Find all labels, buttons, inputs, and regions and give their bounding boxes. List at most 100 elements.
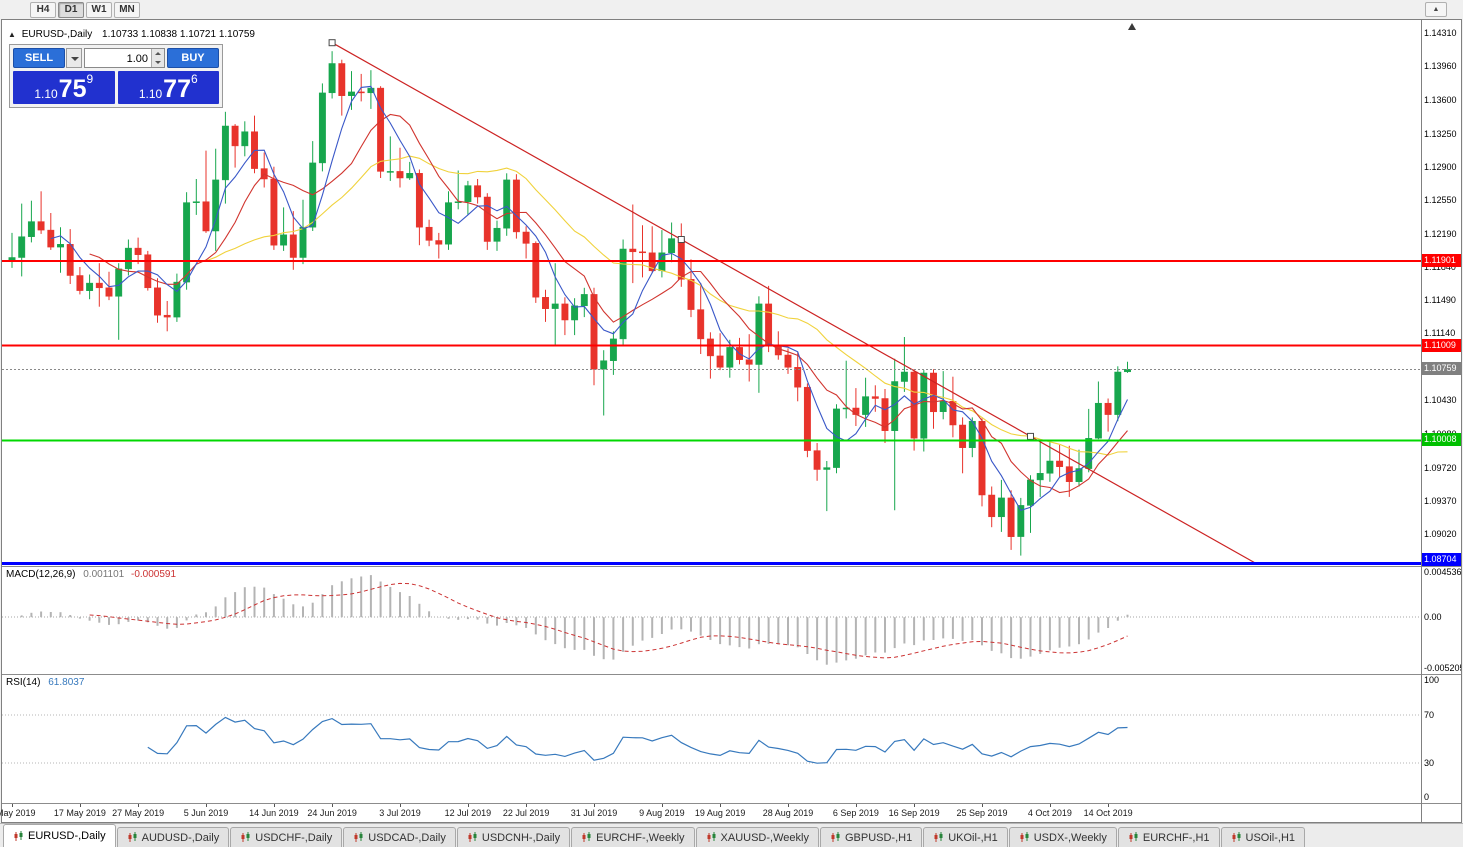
sell-price-prefix: 1.10 [34,87,58,101]
time-tick [79,804,81,807]
buy-price-display[interactable]: 1.10 77 6 [117,71,219,104]
tab-ukoil-h1[interactable]: UKOil-,H1 [923,827,1008,847]
time-tick [594,804,595,807]
tab-usdcnh-daily[interactable]: USDCNH-,Daily [456,827,571,847]
price-tag: 1.11901 [1422,254,1461,268]
price-scale-label: 1.13960 [1424,61,1457,72]
chart-ohlc-values: 1.10733 1.10838 1.10721 1.10759 [102,29,255,40]
time-axis-label: 4 Oct 2019 [1027,808,1072,818]
tab-label: EURCHF-,H1 [1142,831,1210,844]
tab-usdcad-daily[interactable]: USDCAD-,Daily [343,827,456,847]
volume-field [84,48,165,68]
main-chart-pane[interactable]: ▲ EURUSD-,Daily 1.10733 1.10838 1.10721 … [2,20,1421,567]
timeframe-mn-button[interactable]: MN [114,1,140,18]
chart-icon [128,832,137,842]
price-scale-label: 1.12550 [1424,194,1457,205]
tab-usoil-h1[interactable]: USOil-,H1 [1220,827,1306,847]
chart-icon [14,830,23,841]
tab-audusd-daily[interactable]: AUDUSD-,Daily [116,827,230,847]
time-tick [273,804,275,807]
toolbar-collapse-button[interactable]: ▲ [1425,2,1447,17]
sell-price-pips: 75 [58,75,87,103]
volume-dropdown-button[interactable] [66,48,82,68]
price-scale-label: 1.11490 [1424,295,1456,306]
tab-label: EURUSD-,Daily [28,830,106,842]
buy-price-point: 6 [190,72,198,86]
macd-scale-label: 0.004536 [1424,567,1461,577]
candlestick-chart [2,39,1421,566]
tab-label: USOil-,H1 [1245,831,1296,844]
time-axis-label: 3 Jul 2019 [379,808,421,818]
volume-decrease-button[interactable] [151,58,164,67]
tab-eurchf-h1[interactable]: EURCHF-,H1 [1117,827,1220,847]
price-scale-label: 1.10430 [1424,395,1457,406]
price-tag: 1.10759 [1422,362,1461,376]
macd-pane[interactable]: MACD(12,26,9) 0.001101 -0.000591 [2,567,1421,675]
tab-xauusd-weekly[interactable]: XAUUSD-,Weekly [695,827,819,847]
price-scale-label: 1.12900 [1424,161,1457,172]
rsi-value: 61.8037 [48,677,85,688]
tab-label: XAUUSD-,Weekly [720,831,809,844]
time-axis-label: 28 Aug 2019 [762,808,814,818]
time-axis-label: 6 Sep 2019 [832,808,879,818]
macd-scale[interactable]: 0.004536 0.00 -0.005205 [1422,567,1461,675]
volume-input[interactable] [85,50,164,68]
chart-icon [354,832,363,842]
chart-icon [934,832,943,842]
chart-shift-marker[interactable] [1128,23,1136,30]
tab-eurchf-weekly[interactable]: EURCHF-,Weekly [571,827,695,847]
time-tick [332,804,334,807]
time-axis[interactable]: 8 May 2019 17 May 2019 27 May 2019 5 Jun 20… [0,804,1421,822]
timeframe-d1-button[interactable]: D1 [58,1,84,18]
macd-scale-label: -0.005205 [1424,663,1461,673]
price-scale-label: 1.09020 [1424,528,1457,539]
buy-price-pips: 77 [163,75,191,103]
chart-symbol-label: EURUSD-,Daily [21,29,93,40]
rsi-scale-label: 100 [1424,675,1440,685]
one-click-controls-row: SELL BUY [13,48,219,68]
one-click-collapse-icon[interactable]: ▲ [8,30,16,39]
sell-button[interactable]: SELL [13,48,65,68]
time-axis-label: 14 Oct 2019 [1083,808,1133,818]
rsi-scale-label: 0 [1424,792,1430,802]
price-scale-label: 1.14310 [1424,28,1457,39]
macd-scale-label: 0.00 [1424,612,1442,623]
time-axis-label: 22 Jul 2019 [502,808,550,818]
tab-gbpusd-h1[interactable]: GBPUSD-,H1 [819,827,923,847]
chart-window: ▲ EURUSD-,Daily 1.10733 1.10838 1.10721 … [0,19,1462,823]
timeframe-buttons: H4 D1 W1 MN [30,1,142,18]
time-axis-label: 5 Jun 2019 [183,808,229,818]
rsi-pane[interactable]: RSI(14) 61.8037 [2,675,1421,804]
macd-main-value: 0.001101 [83,569,125,580]
timeframe-h4-button[interactable]: H4 [30,1,56,18]
tab-usdchf-daily[interactable]: USDCHF-,Daily [230,827,343,847]
main-price-scale[interactable]: 1.14310 1.13960 1.13600 1.13250 1.12900 1.125… [1422,20,1461,567]
price-scale[interactable]: 1.14310 1.13960 1.13600 1.13250 1.12900 1.125… [1421,20,1461,822]
sell-price-point: 9 [86,72,94,86]
time-tick [138,804,140,807]
time-tick [788,804,789,807]
chart-icon [1232,832,1241,842]
one-click-trading-panel: SELL BUY [9,44,223,108]
time-axis-label: 14 Jun 2019 [249,808,299,818]
rsi-scale[interactable]: 100 70 30 0 [1422,675,1461,804]
timeframe-w1-button[interactable]: W1 [86,1,112,18]
time-tick [400,804,401,807]
chart-icon [831,832,840,842]
time-axis-label: 19 Aug 2019 [694,808,746,818]
chart-plot-area: ▲ EURUSD-,Daily 1.10733 1.10838 1.10721 … [0,20,1421,822]
time-tick [720,804,722,807]
rsi-scale-label: 70 [1424,710,1435,720]
chart-tabs-bar: EURUSD-,Daily AUDUSD-,Daily USDCHF-,Daily U… [0,823,1463,847]
time-tick [1108,804,1110,807]
chart-icon [707,832,716,842]
time-axis-label: 24 Jun 2019 [307,808,357,818]
tab-eurusd-daily[interactable]: EURUSD-,Daily [3,824,116,847]
time-axis-label: 31 Jul 2019 [570,808,618,818]
buy-button[interactable]: BUY [167,48,219,68]
time-axis-label: 9 Aug 2019 [639,808,685,818]
tab-usdx-weekly[interactable]: USDX-,Weekly [1008,827,1117,847]
rsi-scale-label: 30 [1424,758,1435,768]
volume-increase-button[interactable] [151,49,164,58]
sell-price-display[interactable]: 1.10 75 9 [13,71,115,104]
